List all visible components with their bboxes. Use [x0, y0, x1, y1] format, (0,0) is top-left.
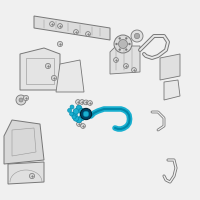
- Circle shape: [128, 43, 130, 45]
- Circle shape: [58, 24, 62, 28]
- Circle shape: [68, 108, 72, 112]
- Circle shape: [83, 111, 89, 117]
- Polygon shape: [110, 46, 140, 74]
- Circle shape: [88, 101, 92, 105]
- Circle shape: [86, 32, 90, 36]
- Circle shape: [16, 95, 26, 105]
- Circle shape: [51, 75, 57, 81]
- Circle shape: [79, 108, 84, 114]
- Circle shape: [79, 115, 84, 121]
- Circle shape: [29, 173, 35, 179]
- Circle shape: [132, 68, 136, 72]
- Circle shape: [74, 30, 78, 34]
- Circle shape: [118, 40, 128, 48]
- Circle shape: [131, 30, 143, 42]
- Circle shape: [70, 112, 74, 116]
- Circle shape: [57, 41, 63, 47]
- Polygon shape: [164, 80, 180, 100]
- Circle shape: [76, 100, 80, 104]
- Circle shape: [80, 108, 92, 120]
- Circle shape: [76, 105, 82, 111]
- Circle shape: [116, 43, 118, 45]
- Circle shape: [72, 112, 77, 118]
- Circle shape: [114, 58, 118, 62]
- Circle shape: [81, 124, 85, 128]
- Circle shape: [114, 35, 132, 53]
- Circle shape: [23, 95, 29, 101]
- Circle shape: [45, 63, 51, 69]
- Circle shape: [80, 100, 84, 104]
- Circle shape: [76, 117, 82, 123]
- Circle shape: [84, 100, 88, 105]
- Circle shape: [80, 112, 86, 117]
- Circle shape: [73, 116, 79, 121]
- Circle shape: [119, 37, 121, 39]
- Polygon shape: [8, 162, 44, 184]
- Circle shape: [134, 33, 140, 39]
- Circle shape: [124, 64, 128, 68]
- Circle shape: [72, 115, 76, 119]
- Circle shape: [19, 98, 23, 102]
- Polygon shape: [4, 120, 44, 164]
- Polygon shape: [56, 60, 84, 92]
- Polygon shape: [20, 48, 60, 90]
- Circle shape: [125, 49, 127, 51]
- Circle shape: [50, 22, 54, 26]
- Circle shape: [73, 109, 79, 114]
- Polygon shape: [34, 16, 110, 40]
- Circle shape: [125, 37, 127, 39]
- Circle shape: [119, 49, 121, 51]
- Polygon shape: [160, 54, 180, 80]
- Circle shape: [70, 105, 74, 109]
- Circle shape: [77, 122, 81, 126]
